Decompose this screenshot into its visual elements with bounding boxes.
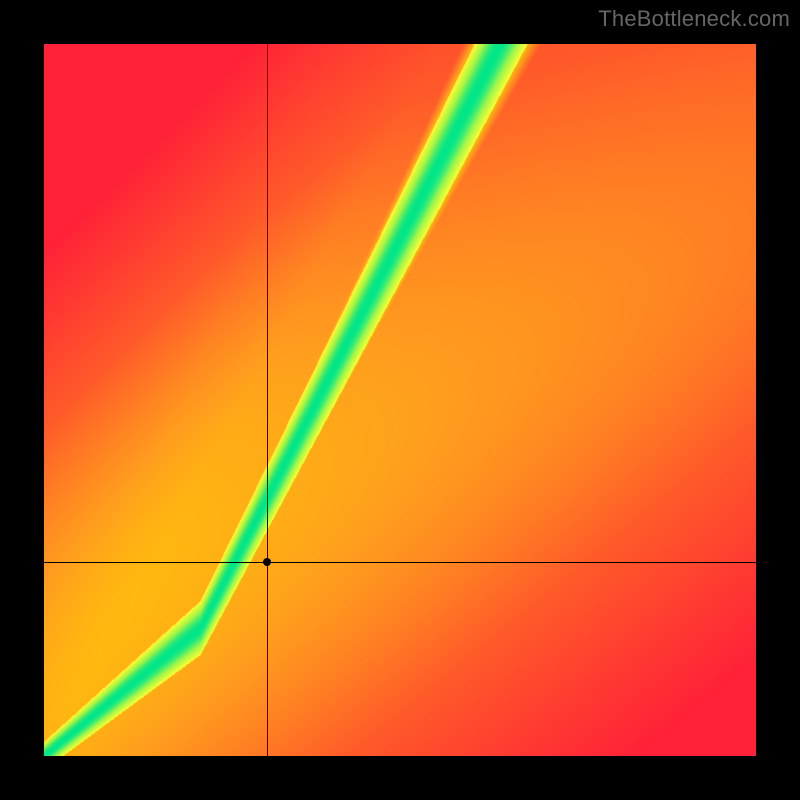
crosshair-marker	[263, 558, 271, 566]
plot-area	[44, 44, 756, 756]
crosshair-vertical	[267, 44, 268, 756]
heatmap-canvas	[44, 44, 756, 756]
watermark-text: TheBottleneck.com	[598, 6, 790, 32]
crosshair-horizontal	[44, 562, 756, 563]
chart-container: TheBottleneck.com	[0, 0, 800, 800]
